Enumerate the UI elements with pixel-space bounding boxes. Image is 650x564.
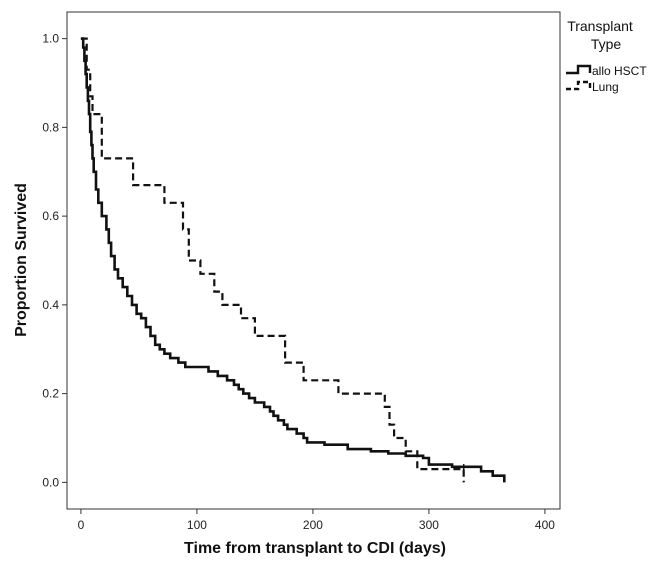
series-line-lung <box>80 37 465 483</box>
y-tick-label: 0.8 <box>42 120 59 134</box>
legend-label-lung: Lung <box>592 80 619 94</box>
legend-symbol-allo-hsct <box>566 64 592 75</box>
y-axis-title: Proportion Survived <box>13 183 30 337</box>
x-tick-label: 100 <box>187 518 207 532</box>
x-tick-label: 0 <box>78 518 85 532</box>
y-tick-label: 0.4 <box>42 298 59 312</box>
legend-title-line1: Transplant <box>567 18 633 34</box>
survival-curves <box>80 37 506 483</box>
legend-label-allo-hsct: allo HSCT <box>592 64 647 78</box>
x-tick-label: 400 <box>535 518 555 532</box>
y-tick-label: 0.0 <box>42 475 59 489</box>
y-tick-label: 0.6 <box>42 209 59 223</box>
plot-area-frame <box>66 11 561 510</box>
series-line-allo-hsct <box>80 37 506 483</box>
y-tick-label: 1.0 <box>42 32 59 46</box>
legend-symbol-lung <box>566 80 592 91</box>
legend-title-line2: Type <box>591 36 622 52</box>
axis-ticks: 0 100 200 300 400 0.0 0.2 0.4 0.6 0.8 1.0 <box>42 32 555 532</box>
x-axis-title: Time from transplant to CDI (days) <box>184 540 446 557</box>
x-tick-label: 300 <box>419 518 439 532</box>
y-tick-label: 0.2 <box>42 387 59 401</box>
x-tick-label: 200 <box>303 518 323 532</box>
legend: Transplant Type allo HSCT Lung <box>566 18 647 94</box>
